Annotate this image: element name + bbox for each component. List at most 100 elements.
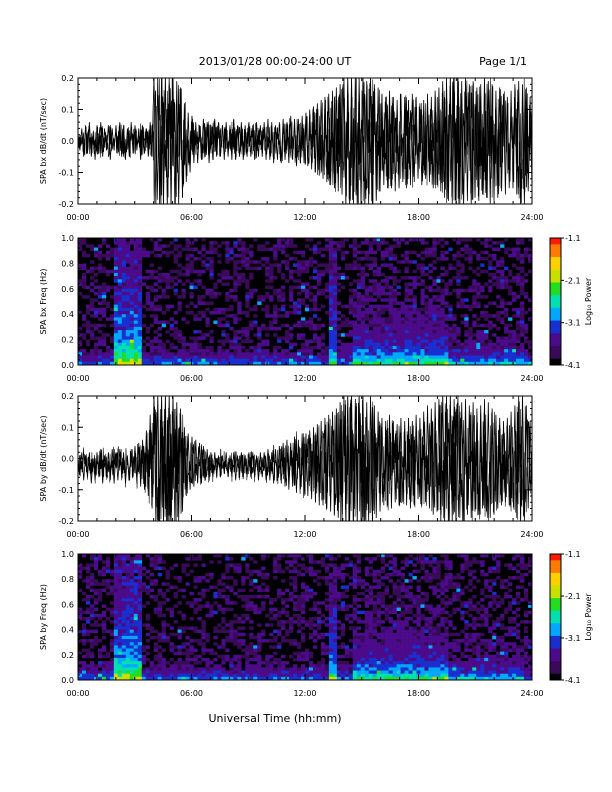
spectrogram-cell	[125, 298, 131, 302]
spectrogram-cell	[185, 626, 190, 630]
spectrogram-cell	[340, 244, 346, 248]
spectrogram-cell	[412, 326, 417, 331]
spectrogram-cell	[145, 253, 150, 258]
spectrogram-cell	[85, 311, 91, 315]
spectrogram-cell	[404, 336, 409, 340]
spectrogram-cell	[185, 342, 190, 347]
spectrogram-cell	[392, 266, 397, 271]
spectrogram-cell	[133, 276, 139, 280]
spectrogram-cell	[97, 330, 103, 334]
spectrogram-cell	[113, 664, 119, 668]
spectrogram-cell	[332, 317, 338, 321]
spectrogram-cell	[424, 285, 429, 290]
spectrogram-cell	[241, 244, 246, 248]
spectrogram-cell	[229, 670, 234, 674]
spectrogram-cell	[356, 304, 362, 309]
spectrogram-cell	[448, 282, 453, 286]
spectrogram-cell	[101, 582, 107, 586]
spectrogram-cell	[265, 291, 270, 296]
spectrogram-cell	[404, 349, 409, 353]
spectrogram-cell	[412, 345, 417, 350]
spectrogram-cell	[205, 288, 210, 293]
spectrogram-cell	[360, 352, 366, 356]
spectrogram-cell	[113, 582, 119, 586]
spectrogram-cell	[78, 588, 83, 593]
spectrogram-cell	[516, 241, 521, 245]
spectrogram-cell	[273, 311, 278, 315]
spectrogram-cell	[105, 607, 111, 611]
spectrogram-cell	[372, 342, 377, 347]
spectrogram-cell	[189, 591, 194, 596]
spectrogram-cell	[217, 358, 222, 363]
spectrogram-cell	[257, 673, 262, 678]
spectrogram-cell	[101, 241, 107, 245]
spectrogram-cell	[320, 288, 326, 293]
spectrogram-cell	[113, 673, 119, 678]
spectrogram-cell	[512, 358, 517, 363]
spectrogram-cell	[125, 304, 131, 309]
spectrogram-cell	[289, 352, 294, 356]
spectrogram-cell	[289, 304, 294, 309]
spectrogram-cell	[117, 661, 123, 665]
spectrogram-cell	[245, 617, 250, 621]
spectrogram-cell	[320, 635, 326, 640]
spectrogram-cell	[412, 323, 417, 328]
spectrogram-cell	[269, 323, 274, 328]
spectrogram-cell	[125, 257, 131, 261]
spectrogram-cell	[157, 342, 162, 347]
spectrogram-cell	[117, 339, 123, 344]
spectrogram-cell	[289, 594, 294, 599]
spectrogram-cell	[249, 557, 254, 561]
spectrogram-cell	[185, 257, 190, 261]
spectrogram-cell	[293, 323, 298, 328]
spectrogram-cell	[189, 266, 194, 271]
spectrogram-cell	[372, 654, 377, 659]
spectrogram-cell	[273, 569, 278, 574]
y-tick-label: 0.2	[61, 74, 74, 83]
spectrogram-cell	[301, 269, 306, 274]
spectrogram-cell	[133, 326, 139, 331]
spectrogram-cell	[376, 333, 381, 337]
spectrogram-cell	[368, 336, 373, 340]
spectrogram-cell	[201, 623, 206, 627]
spectrogram-cell	[105, 673, 111, 678]
spectrogram-cell	[396, 330, 401, 334]
spectrogram-cell	[233, 295, 238, 299]
spectrogram-cell	[448, 333, 453, 337]
spectrogram-cell	[352, 314, 358, 318]
spectrogram-cell	[436, 330, 441, 334]
spectrogram-cell	[308, 276, 314, 280]
spectrogram-cell	[281, 352, 286, 356]
spectrogram-cell	[229, 304, 234, 309]
spectrogram-cell	[452, 257, 457, 261]
spectrogram-cell	[492, 314, 497, 318]
spectrogram-cell	[221, 661, 226, 665]
spectrogram-cell	[129, 648, 135, 652]
spectrogram-cell	[245, 285, 250, 290]
spectrogram-cell	[217, 673, 222, 678]
spectrogram-cell	[376, 610, 381, 615]
spectrogram-cell	[277, 361, 282, 366]
spectrogram-cell	[392, 282, 397, 286]
spectrogram-cell	[480, 358, 485, 363]
spectrogram-cell	[121, 257, 127, 261]
spectrogram-cell	[488, 272, 493, 277]
spectrogram-cell	[340, 241, 346, 245]
spectrogram-cell	[109, 585, 115, 589]
spectrogram-cell	[372, 241, 377, 245]
spectrogram-cell	[352, 279, 358, 283]
spectrogram-cell	[233, 676, 238, 681]
spectrogram-cell	[149, 323, 154, 328]
x-tick-label: 00:00	[66, 213, 89, 222]
spectrogram-cell	[420, 323, 425, 328]
spectrogram-cell	[332, 323, 338, 328]
spectrogram-cell	[169, 664, 174, 668]
colorbar-segment	[550, 246, 561, 249]
spectrogram-cell	[241, 642, 246, 646]
colorbar-segment	[550, 331, 561, 334]
spectrogram-cell	[105, 585, 111, 589]
spectrogram-cell	[89, 349, 95, 353]
spectrogram-cell	[81, 358, 87, 363]
spectrogram-cell	[125, 358, 131, 363]
spectrogram-cell	[117, 320, 123, 325]
